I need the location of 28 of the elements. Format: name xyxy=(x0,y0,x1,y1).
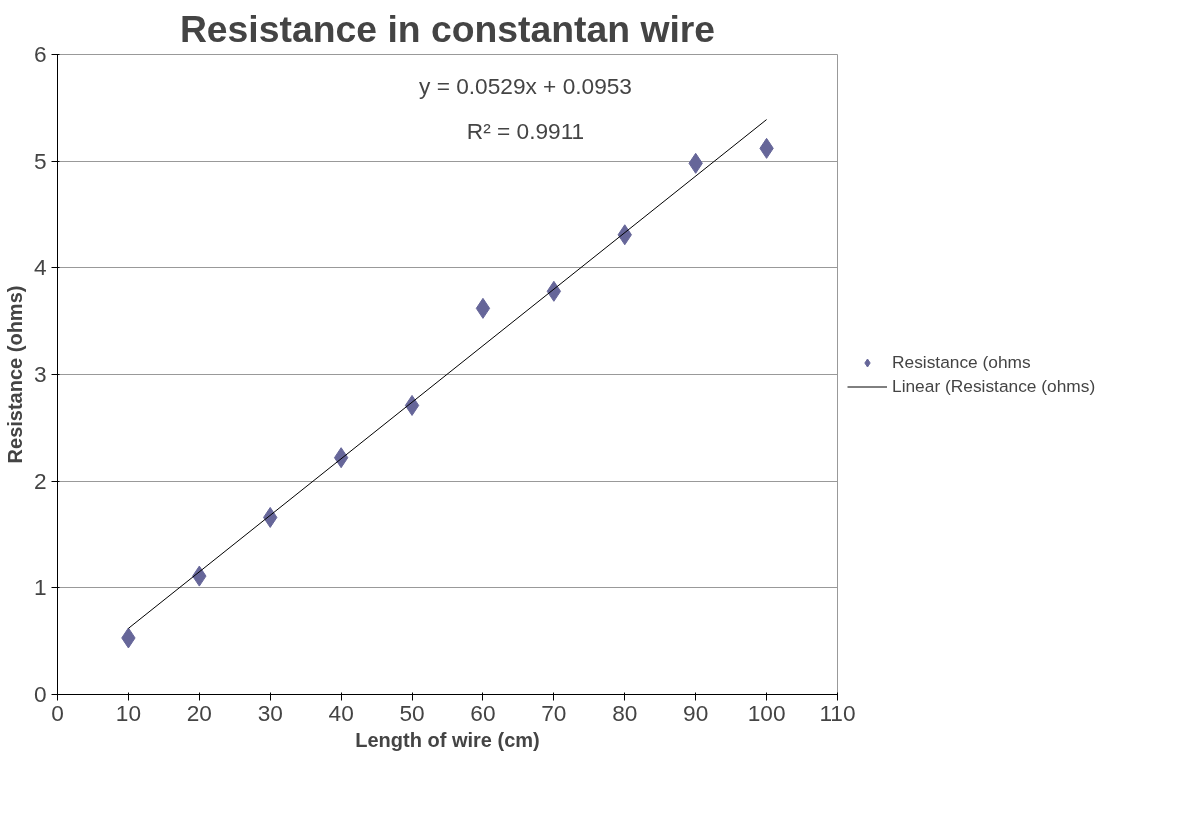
y-tick-label: 4 xyxy=(33,254,47,281)
legend-label: Linear (Resistance (ohms) xyxy=(892,375,1096,397)
x-axis-title: Length of wire (cm) xyxy=(355,728,540,751)
y-axis-title: Resistance (ohms) xyxy=(3,285,26,464)
chart-title: Resistance in constantan wire xyxy=(179,7,716,50)
x-tick-label: 10 xyxy=(115,699,142,726)
point xyxy=(475,297,491,319)
y-tick-label: 6 xyxy=(33,41,47,67)
y-tick-label: 0 xyxy=(33,681,47,707)
x-tick-label: 0 xyxy=(51,699,64,726)
y-tick-label: 1 xyxy=(33,574,47,601)
x-tick-label: 110 xyxy=(819,699,856,726)
y-tick-label: 3 xyxy=(33,361,47,387)
x-tick-label: 50 xyxy=(399,699,425,726)
x-tick-label: 60 xyxy=(470,699,496,726)
annotation: R² = 0.9911 xyxy=(466,118,585,145)
legend-label: Resistance (ohms xyxy=(892,351,1031,373)
x-tick-label: 30 xyxy=(257,699,283,726)
x-tick-label: 80 xyxy=(612,699,638,726)
x-tick-label: 70 xyxy=(541,699,567,726)
x-tick-label: 20 xyxy=(186,699,212,726)
y-tick-label: 5 xyxy=(33,147,47,174)
x-tick-label: 100 xyxy=(747,699,786,726)
y-tick-label: 2 xyxy=(33,467,47,494)
x-tick-label: 40 xyxy=(328,699,354,726)
annotation: y = 0.0529x + 0.0953 xyxy=(419,73,632,100)
point xyxy=(546,280,562,302)
x-tick-label: 90 xyxy=(683,699,709,726)
